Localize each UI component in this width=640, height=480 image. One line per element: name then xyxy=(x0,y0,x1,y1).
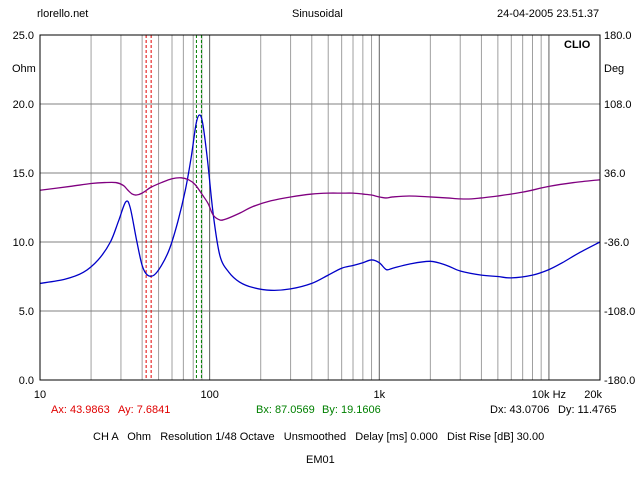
left-tick-label: 10.0 xyxy=(13,237,34,249)
impedance-curve xyxy=(39,114,601,292)
left-tick-label: 5.0 xyxy=(19,306,34,318)
right-tick-label: -36.0 xyxy=(604,237,629,249)
measurement-datetime: 24-04-2005 23.51.37 xyxy=(497,8,600,20)
x-tick-label: 10 xyxy=(34,389,46,401)
cursor-b-y: By: 19.1606 xyxy=(322,404,381,416)
left-tick-label: 15.0 xyxy=(13,168,34,180)
right-tick-label: -180.0 xyxy=(604,375,635,387)
cursor-b-x: Bx: 87.0569 xyxy=(256,404,315,416)
x-tick-label: 20k xyxy=(584,389,602,401)
measurement-name: EM01 xyxy=(306,454,335,466)
cursor-a-y: Ay: 7.6841 xyxy=(118,404,171,416)
right-tick-label: 36.0 xyxy=(604,168,625,180)
right-axis-unit: Deg xyxy=(604,63,625,75)
cursor-delta-x: Dx: 43.0706 xyxy=(490,404,550,416)
left-tick-label: 20.0 xyxy=(13,99,34,111)
x-tick-label: 100 xyxy=(200,389,218,401)
cursor-markers xyxy=(145,35,202,380)
cursor-a-x: Ax: 43.9863 xyxy=(51,404,110,416)
left-tick-label: 0.0 xyxy=(19,375,34,387)
measurement-mode: Sinusoidal xyxy=(292,8,343,20)
grid-lines xyxy=(40,35,600,380)
right-tick-label: 108.0 xyxy=(604,99,632,111)
site-name: rlorello.net xyxy=(37,8,89,20)
phase-curve xyxy=(39,177,601,221)
right-tick-label: 180.0 xyxy=(604,30,632,42)
plot-frame xyxy=(39,34,601,381)
brand-logo-text: CLIO xyxy=(564,39,591,51)
left-tick-label: 25.0 xyxy=(13,30,34,42)
right-tick-label: -108.0 xyxy=(604,306,635,318)
series-lines xyxy=(39,114,601,292)
axis-labels: 25.0 20.0 15.0 10.0 5.0 0.0 180.0 108.0 36.0 -36.… xyxy=(13,30,636,401)
x-tick-label: 10k Hz xyxy=(532,389,566,401)
left-axis-unit: Ohm xyxy=(12,63,36,75)
measurement-settings: CH A Ohm Resolution 1/48 Octave Unsmooth… xyxy=(93,431,545,443)
cursor-delta-y: Dy: 11.4765 xyxy=(558,404,617,416)
x-tick-label: 1k xyxy=(373,389,385,401)
